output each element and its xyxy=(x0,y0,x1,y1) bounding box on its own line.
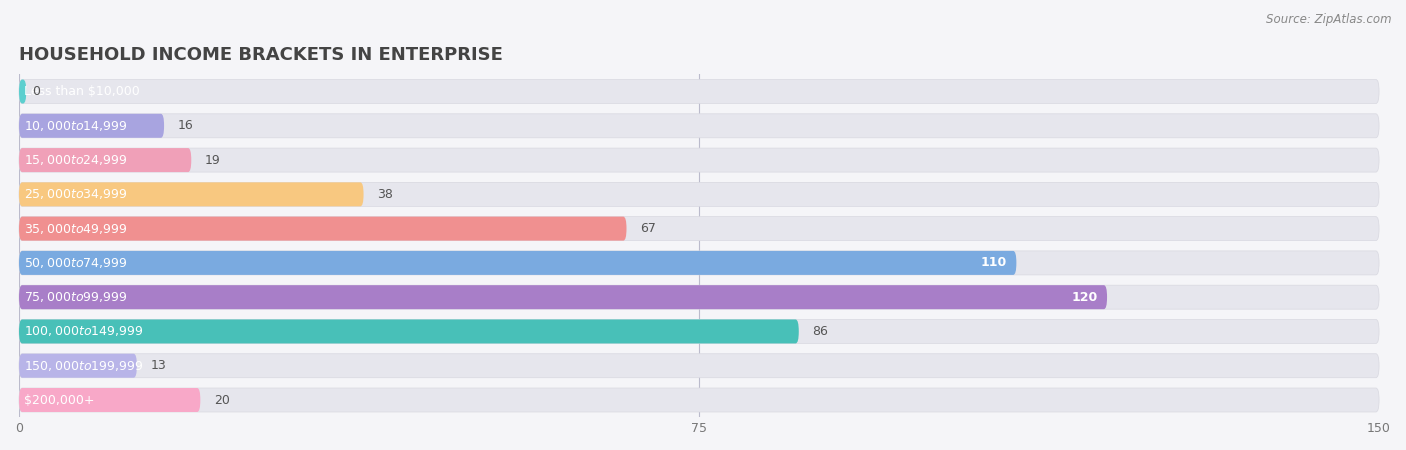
Text: $100,000 to $149,999: $100,000 to $149,999 xyxy=(24,324,143,338)
FancyBboxPatch shape xyxy=(20,285,1379,309)
FancyBboxPatch shape xyxy=(20,320,1379,343)
Text: 16: 16 xyxy=(177,119,194,132)
FancyBboxPatch shape xyxy=(20,80,27,104)
FancyBboxPatch shape xyxy=(20,354,1379,378)
Text: 20: 20 xyxy=(214,393,229,406)
Text: 13: 13 xyxy=(150,359,166,372)
Text: 38: 38 xyxy=(377,188,394,201)
FancyBboxPatch shape xyxy=(20,216,627,241)
Text: $150,000 to $199,999: $150,000 to $199,999 xyxy=(24,359,143,373)
Text: 120: 120 xyxy=(1071,291,1098,304)
FancyBboxPatch shape xyxy=(20,148,191,172)
FancyBboxPatch shape xyxy=(20,80,1379,104)
Text: $50,000 to $74,999: $50,000 to $74,999 xyxy=(24,256,127,270)
FancyBboxPatch shape xyxy=(20,114,1379,138)
FancyBboxPatch shape xyxy=(20,182,1379,207)
FancyBboxPatch shape xyxy=(20,148,1379,172)
FancyBboxPatch shape xyxy=(20,216,1379,241)
Text: 67: 67 xyxy=(640,222,657,235)
Text: $15,000 to $24,999: $15,000 to $24,999 xyxy=(24,153,127,167)
Text: $35,000 to $49,999: $35,000 to $49,999 xyxy=(24,222,127,236)
Text: 110: 110 xyxy=(981,256,1007,270)
FancyBboxPatch shape xyxy=(20,388,200,412)
FancyBboxPatch shape xyxy=(20,285,1107,309)
FancyBboxPatch shape xyxy=(20,251,1017,275)
Text: Less than $10,000: Less than $10,000 xyxy=(24,85,139,98)
Text: 19: 19 xyxy=(205,153,221,166)
FancyBboxPatch shape xyxy=(20,320,799,343)
FancyBboxPatch shape xyxy=(20,114,165,138)
FancyBboxPatch shape xyxy=(20,182,364,207)
FancyBboxPatch shape xyxy=(20,388,1379,412)
Text: 86: 86 xyxy=(813,325,828,338)
Text: 0: 0 xyxy=(32,85,41,98)
Text: HOUSEHOLD INCOME BRACKETS IN ENTERPRISE: HOUSEHOLD INCOME BRACKETS IN ENTERPRISE xyxy=(20,46,503,64)
FancyBboxPatch shape xyxy=(20,251,1379,275)
FancyBboxPatch shape xyxy=(20,354,136,378)
Text: $200,000+: $200,000+ xyxy=(24,393,94,406)
Text: $75,000 to $99,999: $75,000 to $99,999 xyxy=(24,290,127,304)
Text: $10,000 to $14,999: $10,000 to $14,999 xyxy=(24,119,127,133)
Text: $25,000 to $34,999: $25,000 to $34,999 xyxy=(24,187,127,201)
Text: Source: ZipAtlas.com: Source: ZipAtlas.com xyxy=(1267,14,1392,27)
